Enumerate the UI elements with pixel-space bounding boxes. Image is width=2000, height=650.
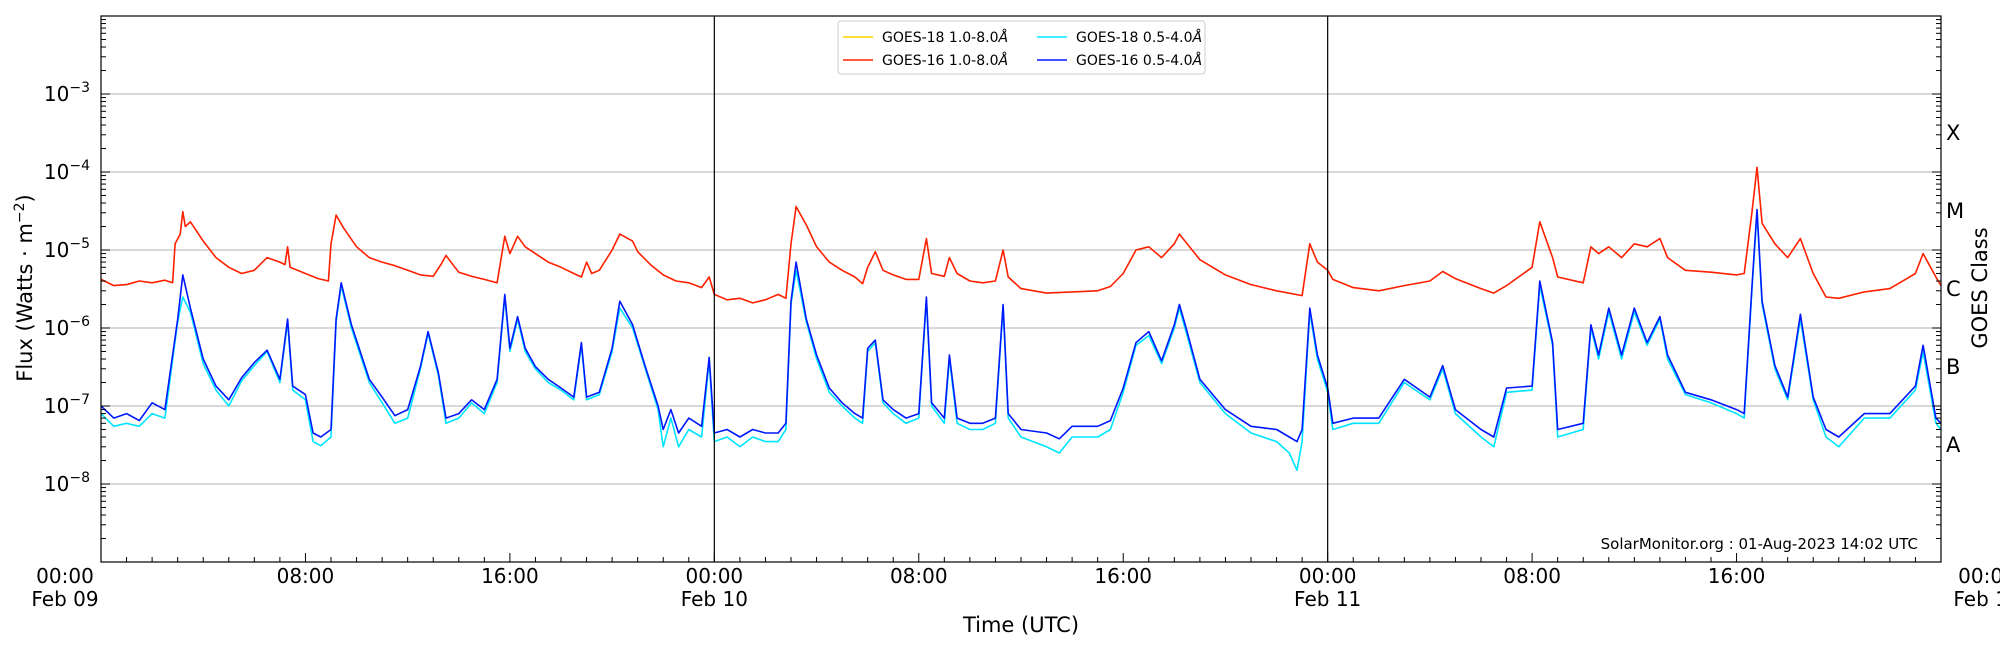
x-tick-label-2: 16:00 [481,564,539,588]
y-axis-title-text: Flux (Watts · m [13,223,37,382]
y-tick-base: 10 [44,316,69,340]
y-tick-exponent: −8 [69,470,90,486]
x-tick-label-8: 16:00 [1708,564,1766,588]
x-tick-label-9: 00:00 [1958,564,2000,588]
legend-label-goes16-long-name: GOES-16 1.0-8.0 [882,53,999,69]
y-tick-exponent: −3 [69,80,90,96]
x-tick-label-7: 08:00 [1503,564,1561,588]
y-tick-label-0: 10−8 [44,470,90,496]
legend-label-goes18-short-name: GOES-18 0.5-4.0 [1076,30,1193,46]
x-tick-label-0: 00:00 [36,564,94,588]
axis-layer [100,15,1942,563]
y-axis-title-sup: −2 [12,202,28,223]
legend-label-goes18-short: GOES-18 0.5-4.0Å [1076,29,1202,46]
x-tick-label-3: 00:00 [686,564,744,588]
y-axis-title: Flux (Watts · m−2) [12,194,37,382]
y-tick-exponent: −4 [69,158,90,174]
legend-label-goes16-long-unit: Å [998,52,1009,69]
x-day-label-3: Feb 10 [681,587,748,611]
goes-class-label-b: B [1946,355,1960,379]
legend: GOES-18 1.0-8.0Å GOES-16 1.0-8.0Å GOES-1… [837,20,1206,75]
series-line-goes-16-1-0-8-0 [100,166,1942,304]
legend-label-goes16-short: GOES-16 0.5-4.0Å [1076,52,1202,69]
series-layer [100,166,1942,472]
legend-label-goes18-long-unit: Å [998,29,1009,46]
y-tick-base: 10 [44,82,69,106]
y-axis-title-close: ) [13,194,37,202]
x-axis-title: Time (UTC) [962,613,1079,637]
y-tick-base: 10 [44,238,69,262]
series-line-goes-16-0-5-4-0 [100,208,1942,443]
grid-layer [101,93,1941,485]
credit-annotation: SolarMonitor.org : 01-Aug-2023 14:02 UTC [1601,535,1918,553]
x-day-label-0: Feb 09 [31,587,98,611]
y-tick-label-2: 10−6 [44,314,90,340]
goes-class-label-c: C [1946,277,1961,301]
y-tick-base: 10 [44,394,69,418]
x-tick-label-4: 08:00 [890,564,948,588]
legend-label-goes18-long: GOES-18 1.0-8.0Å [882,29,1008,46]
goes-class-label-x: X [1946,121,1960,145]
y-tick-exponent: −5 [69,236,90,252]
goes-class-label-m: M [1946,199,1964,223]
y-tick-exponent: −7 [69,392,90,408]
legend-label-goes18-long-name: GOES-18 1.0-8.0 [882,30,999,46]
legend-frame [837,20,1206,75]
y-tick-label-1: 10−7 [44,392,90,418]
legend-label-goes16-short-unit: Å [1192,52,1203,69]
x-day-label-9: Feb 12 [1953,587,2000,611]
y-tick-label-4: 10−4 [44,158,90,184]
x-tick-label-6: 00:00 [1299,564,1357,588]
x-tick-label-5: 16:00 [1094,564,1152,588]
series-line-goes-18-0-5-4-0 [100,212,1942,472]
y-tick-base: 10 [44,160,69,184]
legend-label-goes18-short-unit: Å [1192,29,1203,46]
x-day-label-6: Feb 11 [1294,587,1361,611]
legend-label-goes16-short-name: GOES-16 0.5-4.0 [1076,53,1193,69]
y-tick-label-3: 10−5 [44,236,90,262]
x-tick-label-1: 08:00 [277,564,335,588]
y-tick-label-5: 10−3 [44,80,90,106]
goes-class-label-a: A [1946,433,1961,457]
right-axis-title: GOES Class [1968,227,1992,348]
y-tick-exponent: −6 [69,314,90,330]
y-tick-base: 10 [44,472,69,496]
legend-label-goes16-long: GOES-16 1.0-8.0Å [882,52,1008,69]
